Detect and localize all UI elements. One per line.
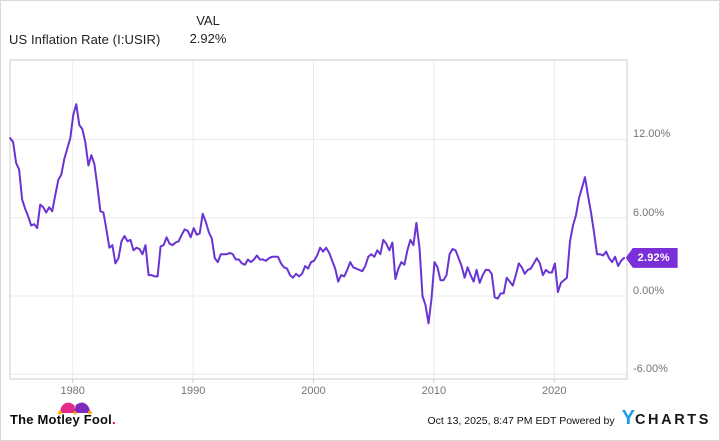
motley-fool-logo-period: . bbox=[111, 412, 116, 427]
motley-fool-logo-text: The Motley Fool bbox=[10, 412, 112, 427]
ycharts-logo-y: Y bbox=[621, 407, 635, 429]
value-column-header: VAL bbox=[196, 13, 220, 28]
chart-title: US Inflation Rate (I:USIR) bbox=[9, 32, 161, 47]
x-axis-label: 1990 bbox=[180, 385, 206, 397]
current-value-badge: 2.92% bbox=[625, 247, 678, 268]
footer-attribution: Oct 13, 2025, 8:47 PM EDT Powered by Y C… bbox=[427, 408, 711, 428]
motley-fool-logo: The Motley Fool. bbox=[10, 412, 116, 427]
y-axis-label: 12.00% bbox=[633, 128, 671, 141]
inflation-line bbox=[9, 103, 626, 325]
current-value-text: 2.92% bbox=[189, 31, 227, 46]
x-axis-label: 2010 bbox=[421, 385, 447, 397]
timestamp: Oct 13, 2025, 8:47 PM EDT Powered by bbox=[427, 415, 615, 427]
y-axis-label: -6.00% bbox=[633, 363, 668, 376]
ycharts-logo-charts: CHARTS bbox=[634, 412, 711, 428]
value-column: VAL 2.92% bbox=[177, 13, 239, 46]
x-axis-label: 2000 bbox=[301, 385, 326, 397]
x-axis-label: 1980 bbox=[60, 385, 85, 397]
ycharts-logo: Y CHARTS bbox=[622, 408, 711, 428]
current-value-badge-text: 2.92% bbox=[637, 251, 670, 264]
plot-border bbox=[9, 59, 628, 380]
y-axis-label: 0.00% bbox=[633, 285, 665, 297]
x-axis-label: 2020 bbox=[542, 385, 567, 397]
motley-fool-jester-cap-icon bbox=[58, 402, 92, 415]
y-axis-label: 6.00% bbox=[633, 206, 665, 219]
